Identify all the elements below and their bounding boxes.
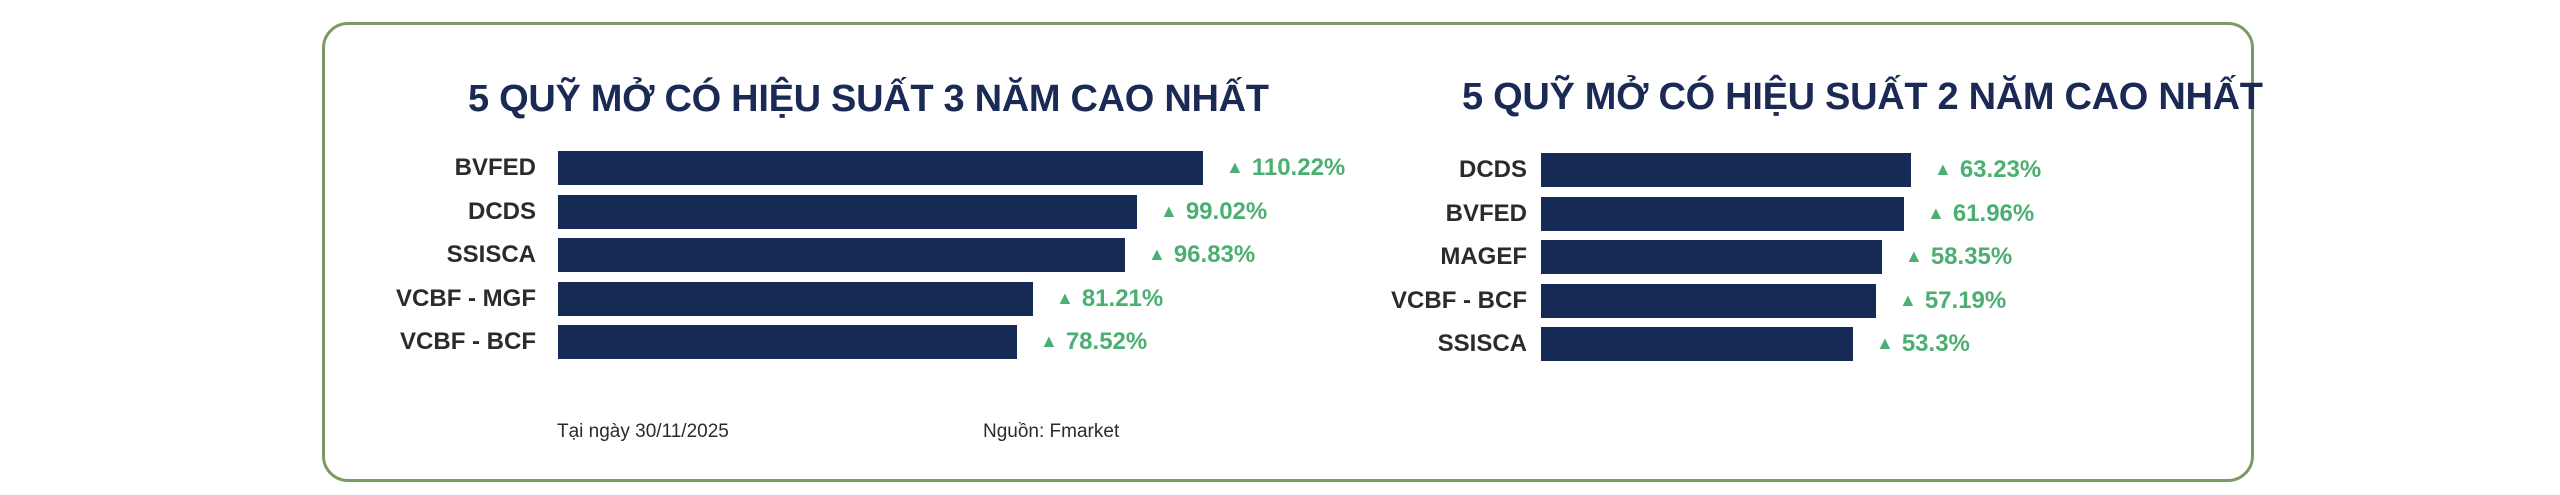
category-label: DCDS [1458, 156, 1527, 183]
bar [1541, 153, 1911, 187]
up-triangle-icon: ▲ [1927, 202, 1945, 223]
value-label: ▲ 58.35% [1905, 243, 2012, 271]
bar [558, 151, 1203, 185]
value-text: 57.19% [1924, 286, 2007, 314]
value-text: 58.35% [1930, 243, 2013, 270]
value-label: ▲ 53.3% [1876, 330, 1970, 358]
value-label: ▲ 99.02% [1160, 198, 1267, 226]
value-label: ▲ 110.22% [1226, 154, 1345, 182]
footer-source: Nguồn: Fmarket [983, 421, 1120, 442]
value-text: 110.22% [1251, 154, 1346, 181]
bar [558, 281, 1033, 316]
value-text: 63.23% [1959, 156, 2042, 183]
up-triangle-icon: ▲ [1934, 159, 1952, 179]
category-label: BVFED [1445, 199, 1527, 227]
category-label: SSISCA [1437, 330, 1527, 357]
category-label: VCBF - MGF [396, 284, 536, 312]
chart-title: 5 QUỸ MỞ CÓ HIỆU SUẤT 2 NĂM CAO NHẤT [1462, 76, 2263, 118]
up-triangle-icon: ▲ [1226, 157, 1244, 177]
category-label: MAGEF [1440, 243, 1527, 270]
bar [558, 194, 1137, 229]
bar [1541, 196, 1904, 231]
value-text: 99.02% [1185, 197, 1268, 225]
value-label: ▲ 81.21% [1056, 285, 1163, 313]
footer-date: Tại ngày 30/11/2025 [557, 421, 729, 442]
category-label: DCDS [467, 197, 536, 225]
category-label: VCBF - BCF [400, 328, 536, 355]
value-label: ▲ 57.19% [1899, 287, 2006, 315]
bar [558, 238, 1125, 272]
up-triangle-icon: ▲ [1899, 289, 1917, 310]
value-text: 78.52% [1065, 328, 1148, 355]
category-label: BVFED [454, 154, 536, 181]
up-triangle-icon: ▲ [1148, 244, 1166, 264]
value-label: ▲ 96.83% [1148, 241, 1255, 269]
value-label: ▲ 78.52% [1040, 328, 1147, 356]
value-label: ▲ 61.96% [1927, 200, 2034, 228]
value-text: 96.83% [1173, 241, 1256, 268]
bar [1541, 327, 1853, 361]
chart-title: 5 QUỸ MỞ CÓ HIỆU SUẤT 3 NĂM CAO NHẤT [468, 78, 1269, 120]
category-label: SSISCA [446, 241, 536, 268]
value-text: 53.3% [1901, 330, 1970, 357]
value-label: ▲ 63.23% [1934, 156, 2041, 184]
up-triangle-icon: ▲ [1160, 200, 1178, 221]
value-text: 81.21% [1081, 284, 1164, 312]
up-triangle-icon: ▲ [1876, 333, 1894, 353]
bar [1541, 283, 1876, 318]
category-label: VCBF - BCF [1391, 286, 1527, 314]
bar [558, 325, 1017, 359]
up-triangle-icon: ▲ [1905, 246, 1923, 266]
value-text: 61.96% [1952, 199, 2035, 227]
up-triangle-icon: ▲ [1056, 287, 1074, 308]
bar [1541, 240, 1882, 274]
up-triangle-icon: ▲ [1040, 331, 1058, 351]
